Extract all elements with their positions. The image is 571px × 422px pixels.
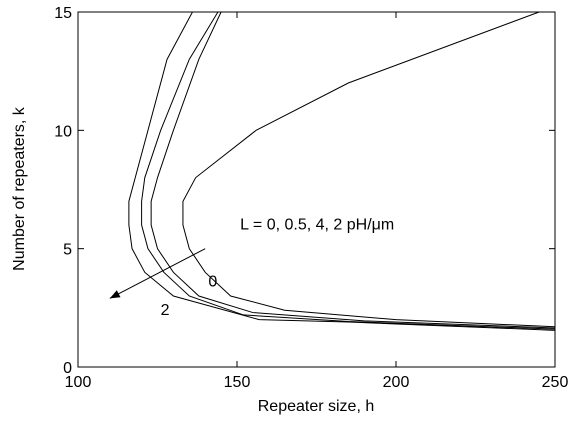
- plot-area: [77, 11, 556, 368]
- x-tick-label: 150: [224, 374, 251, 391]
- y-tick-label: 15: [54, 5, 72, 22]
- axes: 100 150 200 250 0 5 10 15: [54, 5, 568, 391]
- x-tick-label: 100: [65, 374, 92, 391]
- plot-frame: [77, 11, 556, 368]
- x-axis-label: Repeater size, h: [258, 398, 375, 415]
- y-tick-label: 0: [63, 360, 72, 377]
- arrow-head: [109, 290, 121, 299]
- annotation-label-3: 2: [161, 302, 170, 319]
- x-tick-label: 200: [383, 374, 410, 391]
- x-tick-label: 250: [542, 374, 569, 391]
- annotation-label-1: L = 0, 0.5, 4, 2 pH/μm: [240, 217, 394, 234]
- annotations-group: L = 0, 0.5, 4, 2 pH/μm 0 2: [109, 217, 394, 319]
- series-line-4: [128, 11, 556, 331]
- annotation-label-2: 0: [208, 274, 217, 291]
- y-tick-label: 5: [63, 242, 72, 259]
- series-group: [128, 11, 556, 331]
- series-line-2: [150, 11, 556, 329]
- series-line-3: [141, 11, 556, 330]
- y-axis-label: Number of repeaters, k: [11, 106, 28, 271]
- series-line-1: [182, 11, 556, 328]
- y-tick-label: 10: [54, 123, 72, 140]
- arrow-line: [109, 248, 206, 299]
